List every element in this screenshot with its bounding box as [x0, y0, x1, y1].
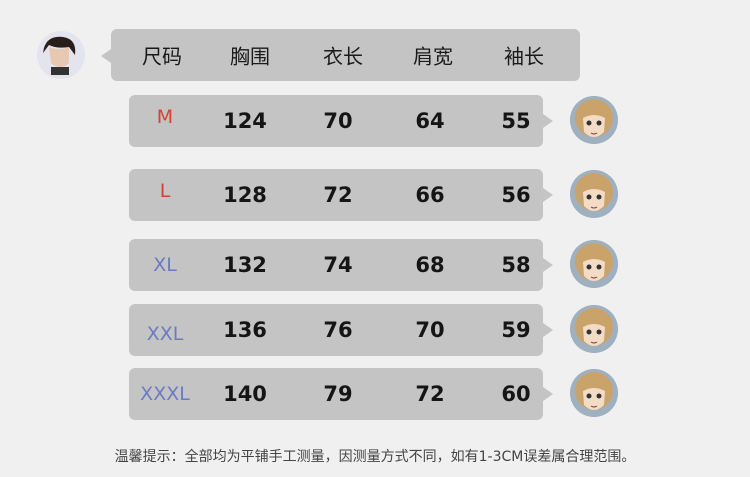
- row-size: XXL: [146, 323, 184, 345]
- row-shoulder: 72: [415, 382, 445, 406]
- size-row: M 124 70 64 55: [129, 95, 553, 147]
- header-shoulder: 肩宽: [413, 44, 453, 69]
- size-row: L 128 72 66 56: [129, 169, 553, 221]
- row-sleeve: 59: [501, 318, 531, 342]
- dark-hair-avatar-icon: [37, 31, 85, 79]
- row-shoulder: 68: [415, 253, 445, 277]
- row-length: 74: [323, 253, 353, 277]
- row-length: 72: [323, 183, 353, 207]
- row-size: L: [159, 180, 171, 202]
- row-length: 79: [323, 382, 353, 406]
- size-row: XXL 136 76 70 59: [129, 304, 553, 356]
- row-chest: 136: [223, 318, 267, 342]
- header-bubble: 尺码 胸围 衣长 肩宽 袖长: [101, 29, 580, 81]
- row-size: XXXL: [140, 383, 190, 405]
- row-chest: 132: [223, 253, 267, 277]
- curly-hair-avatar-icon: [570, 305, 618, 353]
- row-chest: 124: [223, 109, 267, 133]
- row-sleeve: 56: [501, 183, 531, 207]
- row-shoulder: 66: [415, 183, 445, 207]
- row-chest: 128: [223, 183, 267, 207]
- row-sleeve: 55: [501, 109, 531, 133]
- header-length: 衣长: [323, 44, 363, 69]
- curly-hair-avatar-icon: [570, 96, 618, 144]
- measurement-note: 温馨提示：全部均为平铺手工测量，因测量方式不同，如有1-3CM误差属合理范围。: [114, 449, 636, 465]
- curly-hair-avatar-icon: [570, 369, 618, 417]
- size-row: XL 132 74 68 58: [129, 239, 553, 291]
- size-row: XXXL 140 79 72 60: [129, 368, 553, 420]
- row-length: 76: [323, 318, 353, 342]
- row-sleeve: 58: [501, 253, 531, 277]
- curly-hair-avatar-icon: [570, 170, 618, 218]
- row-sleeve: 60: [501, 382, 531, 406]
- header-size: 尺码: [142, 44, 182, 69]
- row-shoulder: 70: [415, 318, 445, 342]
- curly-hair-avatar-icon: [570, 240, 618, 288]
- row-shoulder: 64: [415, 109, 445, 133]
- row-length: 70: [323, 109, 353, 133]
- header-chest: 胸围: [230, 44, 270, 69]
- row-size: M: [156, 106, 174, 128]
- row-chest: 140: [223, 382, 267, 406]
- header-sleeve: 袖长: [504, 44, 544, 69]
- row-size: XL: [153, 254, 177, 276]
